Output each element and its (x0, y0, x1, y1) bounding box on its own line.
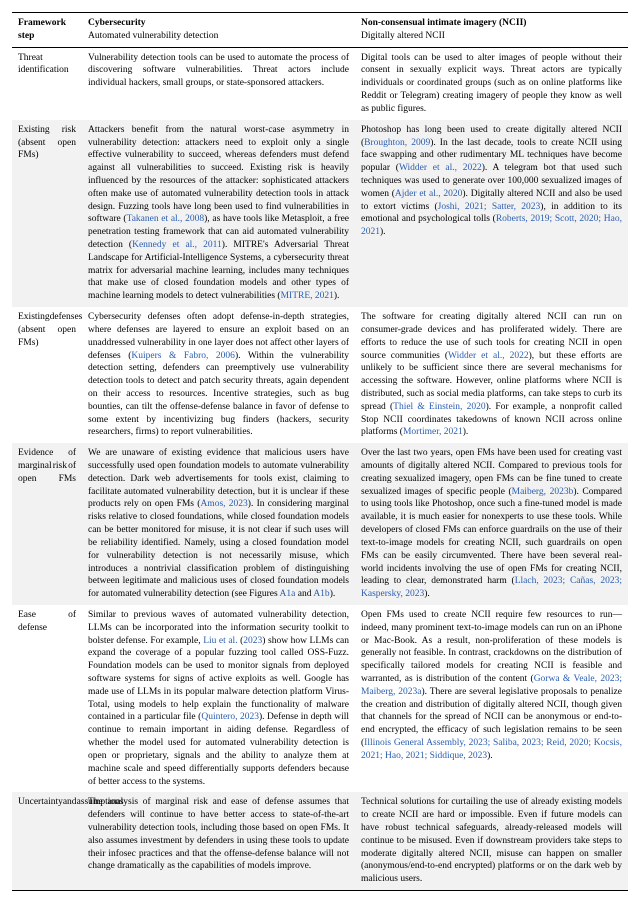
framework-table: Framework step Cybersecurity Automated v… (12, 12, 628, 891)
ncii-cell: Over the last two years, open FMs have b… (355, 443, 628, 605)
header-ncii: Non-consensual intimate imagery (NCII) D… (355, 13, 628, 48)
table-row: EaseofdefenseSimilar to previous waves o… (12, 605, 628, 792)
cyber-cell: Similar to previous waves of automated v… (82, 605, 355, 792)
ncii-cell: Technical solutions for curtailing the u… (355, 792, 628, 890)
row-label: EvidenceofmarginalriskofopenFMs (12, 443, 82, 605)
row-label: Threat identification (12, 47, 82, 120)
cyber-cell: We are unaware of existing evidence that… (82, 443, 355, 605)
table-row: EvidenceofmarginalriskofopenFMsWe are un… (12, 443, 628, 605)
cyber-cell: Vulnerability detection tools can be use… (82, 47, 355, 120)
cyber-cell: The analysis of marginal risk and ease o… (82, 792, 355, 890)
row-label: Existingrisk(absentopenFMs) (12, 120, 82, 307)
cyber-cell: Cybersecurity defenses often adopt defen… (82, 307, 355, 443)
row-label: Existingdefenses(absentopenFMs) (12, 307, 82, 443)
table-row: Threat identificationVulnerability detec… (12, 47, 628, 120)
table-row: Existingdefenses(absentopenFMs)Cybersecu… (12, 307, 628, 443)
row-label: Uncertaintyandassumptions (12, 792, 82, 890)
header-cyber: Cybersecurity Automated vulnerability de… (82, 13, 355, 48)
ncii-cell: Digital tools can be used to alter image… (355, 47, 628, 120)
table-row: UncertaintyandassumptionsThe analysis of… (12, 792, 628, 890)
ncii-cell: Open FMs used to create NCII require few… (355, 605, 628, 792)
ncii-cell: The software for creating digitally alte… (355, 307, 628, 443)
row-label: Easeofdefense (12, 605, 82, 792)
cyber-cell: Attackers benefit from the natural worst… (82, 120, 355, 307)
ncii-cell: Photoshop has long been used to create d… (355, 120, 628, 307)
table-row: Existingrisk(absentopenFMs)Attackers ben… (12, 120, 628, 307)
header-framework: Framework step (12, 13, 82, 48)
